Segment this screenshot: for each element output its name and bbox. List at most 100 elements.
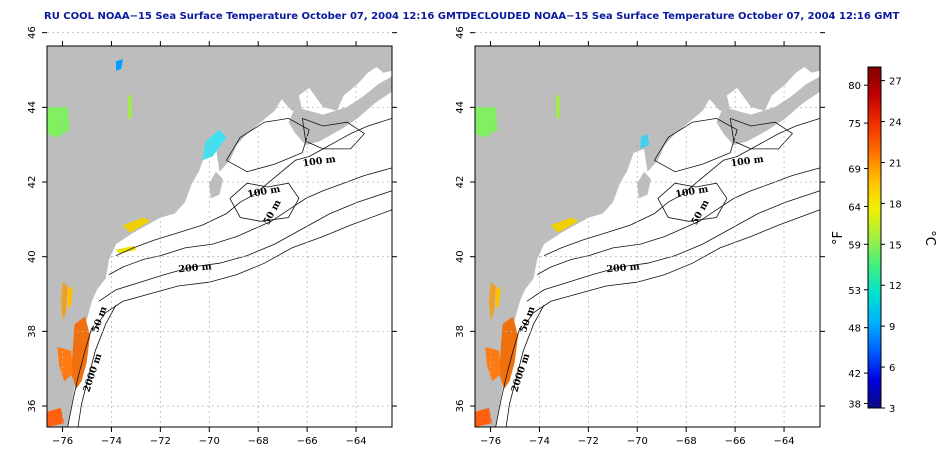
cape-cod-land: [209, 171, 223, 199]
celsius-unit-label: °C: [922, 230, 937, 246]
c-tick-label: 3: [889, 404, 895, 415]
f-tick-label: 75: [848, 119, 861, 130]
sst-patch-9: [202, 129, 227, 161]
x-tick-label: −70: [199, 436, 220, 447]
sst-patch-4: [47, 407, 65, 427]
sst-patch-4: [475, 407, 493, 427]
x-tick-label: −72: [150, 436, 171, 447]
depth-contour-3: [519, 209, 821, 333]
depth-contour-5: [77, 304, 117, 428]
x-tick-label: −66: [297, 436, 318, 447]
x-tick-label: −64: [345, 436, 366, 447]
sst-patch-8: [640, 133, 650, 149]
f-tick-label: 42: [848, 369, 861, 380]
sst-patch-1: [485, 347, 501, 382]
sst-patch-10: [116, 59, 123, 71]
c-tick-label: 15: [889, 240, 902, 251]
map-frame: [46, 45, 393, 428]
y-tick-label: 44: [455, 101, 466, 114]
island-0: [794, 91, 807, 102]
depth-contour-6: [229, 182, 300, 222]
sst-patch-6: [116, 246, 137, 254]
x-tick-label: −76: [480, 436, 501, 447]
sst-patch-7: [47, 107, 70, 138]
depth-contour-6: [657, 182, 728, 222]
nova-scotia-land: [288, 76, 392, 146]
cape-cod-land: [637, 171, 651, 199]
depth-contour-7: [654, 117, 738, 173]
x-tick-label: −76: [52, 436, 73, 447]
c-tick-label: 24: [889, 118, 902, 129]
island-0: [366, 91, 379, 102]
c-tick-label: 6: [889, 363, 895, 374]
sst-patch-5: [122, 217, 151, 233]
y-tick-label: 42: [27, 176, 38, 189]
colorbar: 27 24 21 18 15 12 9 6 3 80 75 69 64 59 53 48 42 38 °F °C: [831, 66, 937, 415]
depth-contour-8: [301, 118, 366, 150]
map-title-declouded: DECLOUDED NOAA−15 Sea Surface Temperatur…: [462, 11, 900, 22]
y-tick-label: 40: [27, 250, 38, 263]
depth-contour-1: [108, 167, 393, 275]
map-title-raw: RU COOL NOAA−15 Sea Surface Temperature …: [44, 11, 463, 22]
x-tick-label: −72: [578, 436, 599, 447]
contour-label: 200 m: [178, 261, 212, 275]
y-tick-label: 36: [455, 400, 466, 413]
f-tick-label: 59: [848, 240, 861, 251]
y-tick-label: 46: [27, 26, 38, 39]
f-tick-label: 64: [848, 202, 861, 213]
y-tick-label: 46: [455, 26, 466, 39]
contour-label: 200 m: [606, 261, 640, 275]
f-tick-label: 53: [848, 286, 861, 297]
sst-patch-1: [57, 347, 73, 382]
c-tick-label: 9: [889, 322, 895, 333]
x-tick-label: −66: [725, 436, 746, 447]
depth-contour-1: [536, 167, 821, 275]
c-tick-label: 27: [889, 77, 902, 88]
f-tick-label: 69: [848, 165, 861, 176]
depth-contour-4: [495, 327, 521, 428]
contour-label: 100 m: [730, 154, 764, 170]
sst-patch-3: [495, 286, 501, 309]
land-mass: [47, 46, 392, 427]
fahrenheit-unit-label: °F: [831, 231, 846, 245]
x-tick-label: −74: [101, 436, 122, 447]
c-tick-label: 21: [889, 158, 902, 169]
depth-contour-4: [67, 327, 93, 428]
depth-contour-3: [91, 209, 393, 333]
f-tick-label: 48: [848, 324, 861, 335]
sst-patch-3: [67, 286, 73, 309]
x-tick-label: −70: [627, 436, 648, 447]
land-mass: [475, 46, 820, 427]
nova-scotia-land: [716, 76, 820, 146]
f-tick-label: 38: [848, 399, 861, 410]
x-tick-label: −68: [676, 436, 697, 447]
y-tick-label: 44: [27, 101, 38, 114]
contour-label: 100 m: [302, 154, 336, 170]
map-frame: [474, 45, 821, 428]
depth-contour-8: [729, 118, 794, 150]
sst-patch-0: [499, 316, 519, 389]
y-tick-label: 38: [455, 325, 466, 338]
c-tick-label: 12: [889, 281, 902, 292]
c-tick-label: 18: [889, 199, 902, 210]
y-tick-label: 36: [27, 400, 38, 413]
sst-patch-5: [550, 217, 579, 233]
sst-patch-7: [556, 95, 560, 119]
x-tick-label: −64: [773, 436, 794, 447]
colorbar-gradient: [867, 66, 882, 409]
sst-patch-6: [475, 107, 498, 138]
y-tick-label: 38: [27, 325, 38, 338]
x-tick-label: −68: [248, 436, 269, 447]
depth-contour-0: [543, 118, 821, 256]
y-tick-label: 42: [455, 176, 466, 189]
f-tick-label: 80: [848, 81, 861, 92]
depth-contour-7: [226, 117, 310, 173]
depth-contour-2: [526, 190, 821, 302]
depth-contour-2: [98, 190, 393, 302]
x-tick-label: −74: [529, 436, 550, 447]
depth-contour-5: [505, 304, 545, 428]
y-tick-label: 40: [455, 250, 466, 263]
